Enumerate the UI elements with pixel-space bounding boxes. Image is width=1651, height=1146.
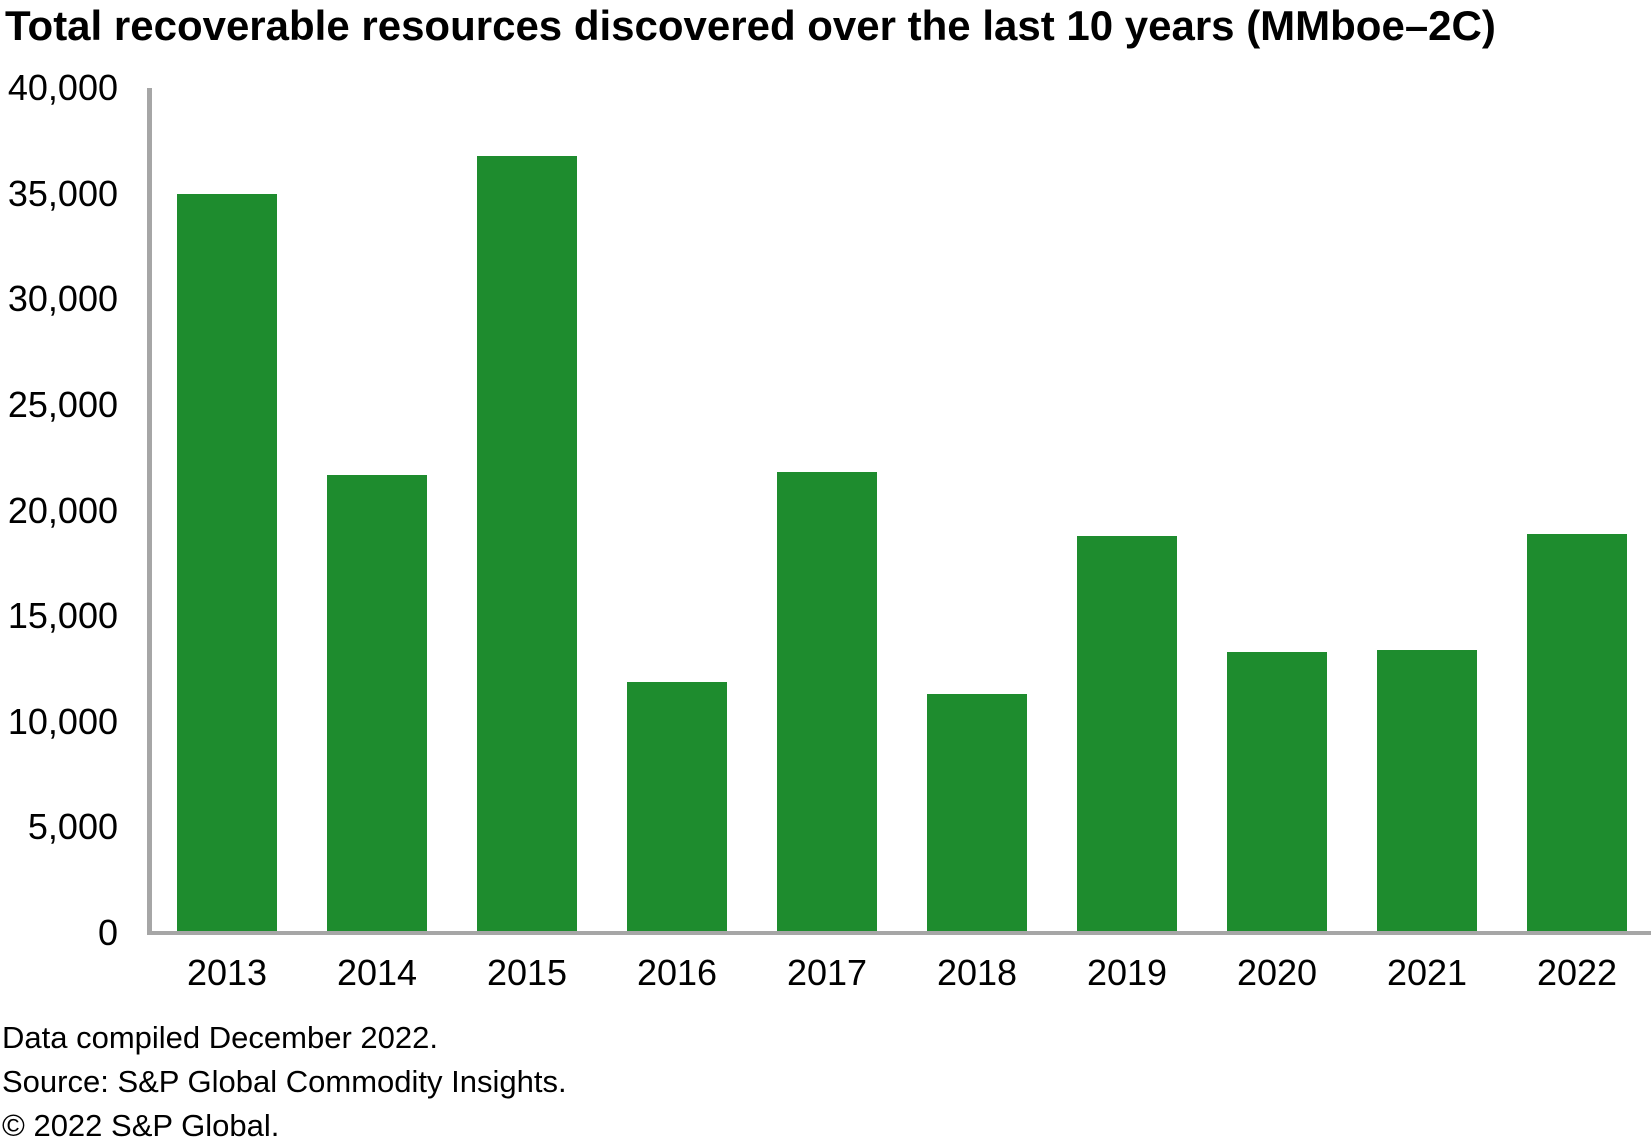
x-tick-label-2022: 2022 [1536,952,1618,993]
y-tick-label-30000: 30,000 [7,278,118,319]
x-tick-label-2014: 2014 [336,952,418,993]
footer-copyright: © 2022 S&P Global. [2,1108,280,1143]
bar-2013 [177,194,277,933]
x-tick-label-2016: 2016 [636,952,718,993]
x-tick-label-2020: 2020 [1236,952,1318,993]
y-tick-label-0: 0 [97,912,118,953]
bar-2014 [327,475,427,933]
bar-2019 [1077,536,1177,933]
y-tick-label-40000: 40,000 [7,67,118,108]
bar-2022 [1527,534,1627,933]
footer-data-compiled: Data compiled December 2022. [2,1020,438,1055]
chart-title: Total recoverable resources discovered o… [5,2,1496,49]
x-tick-label-2021: 2021 [1386,952,1468,993]
x-tick-label-2019: 2019 [1086,952,1168,993]
bar-2020 [1227,652,1327,933]
y-tick-label-10000: 10,000 [7,701,118,742]
bar-2021 [1377,650,1477,933]
footer-source: Source: S&P Global Commodity Insights. [2,1064,567,1099]
y-axis-line [147,88,152,935]
y-tick-label-35000: 35,000 [7,173,118,214]
x-tick-label-2018: 2018 [936,952,1018,993]
y-tick-label-25000: 25,000 [7,384,118,425]
x-axis-line [147,931,1651,935]
y-tick-label-20000: 20,000 [7,490,118,531]
x-tick-label-2015: 2015 [486,952,568,993]
bar-2016 [627,682,727,933]
x-tick-label-2017: 2017 [786,952,868,993]
bar-2017 [777,472,877,933]
y-tick-label-15000: 15,000 [7,595,118,636]
bar-2015 [477,156,577,933]
x-tick-label-2013: 2013 [186,952,268,993]
bar-2018 [927,694,1027,933]
y-tick-label-5000: 5,000 [27,806,118,847]
